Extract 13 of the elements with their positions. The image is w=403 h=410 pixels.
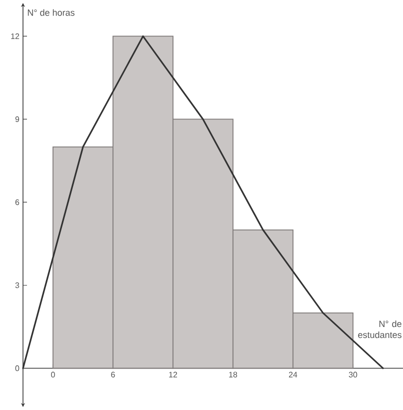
x-tick-label: 24 (288, 372, 298, 378)
y-tick-label: 9 (15, 116, 20, 122)
y-tick-label: 3 (15, 282, 20, 288)
x-tick-label: 30 (348, 372, 358, 378)
x-tick-label: 6 (111, 372, 115, 378)
x-tick-label: 0 (51, 372, 55, 378)
x-tick-label: 18 (229, 372, 238, 378)
x-axis-title: N° de estudantes (358, 320, 402, 338)
y-axis-title: N° de horas (28, 9, 74, 16)
y-tick-label: 0 (15, 365, 20, 372)
x-tick-label: 12 (169, 372, 178, 378)
y-tick-label: 6 (15, 199, 20, 206)
y-tick-label: 12 (11, 33, 20, 39)
